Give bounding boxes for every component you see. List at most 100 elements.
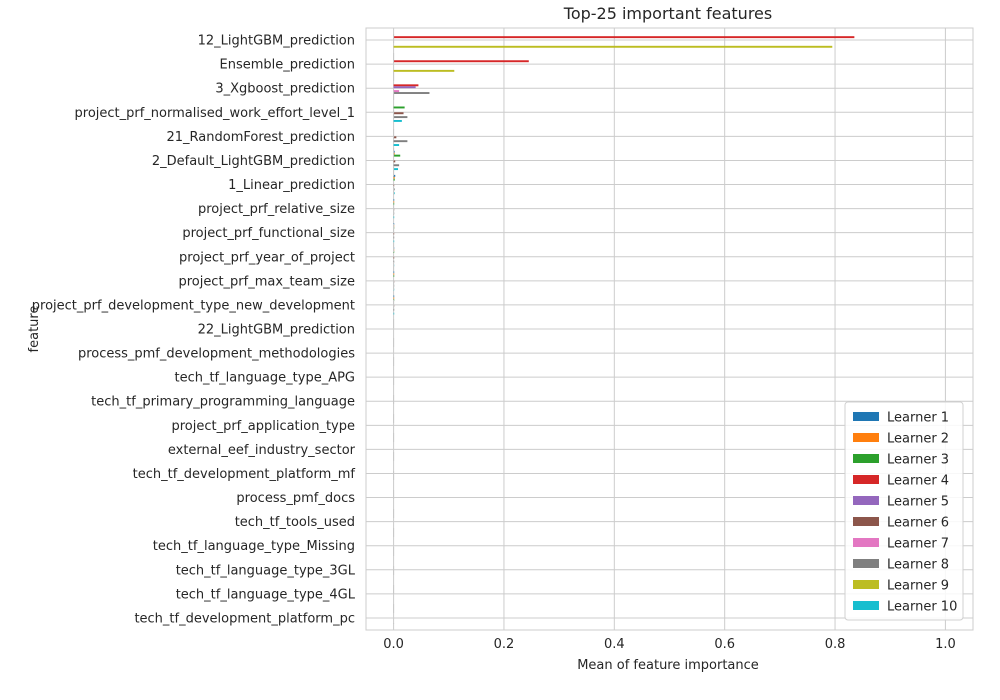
legend-swatch: [853, 496, 879, 505]
y-tick-label: tech_tf_language_type_4GL: [176, 587, 356, 602]
y-tick-label: tech_tf_tools_used: [235, 515, 355, 530]
bar-6-6: [393, 160, 396, 163]
bar-1-4: [393, 36, 855, 39]
legend-swatch: [853, 559, 879, 568]
bar-6-1: [393, 150, 395, 153]
bar-6-2: [393, 152, 395, 155]
legend-swatch: [853, 433, 879, 442]
bar-12-1: [393, 295, 395, 298]
legend-swatch: [853, 601, 879, 610]
legend-swatch: [853, 475, 879, 484]
legend-label: Learner 8: [887, 558, 949, 573]
legend-swatch: [853, 580, 879, 589]
bar-2-4: [393, 60, 529, 63]
y-tick-label: 3_Xgboost_prediction: [215, 82, 355, 97]
plot-area: [365, 27, 974, 631]
legend: Learner 1 Learner 2 Learner 3 Learner 4 Lear…: [844, 401, 964, 621]
x-tick-labels: 0.0 0.2 0.4 0.6 0.8 1.0: [383, 637, 956, 652]
bar-11-3: [393, 275, 395, 277]
legend-label: Learner 5: [887, 495, 949, 510]
y-tick-label: 21_RandomForest_prediction: [167, 130, 355, 145]
y-tick-label: tech_tf_primary_programming_language: [91, 395, 355, 410]
bar-7-2: [393, 176, 395, 179]
bar-5-8: [393, 140, 408, 143]
bar-2-9: [393, 69, 455, 72]
y-tick-label: Ensemble_prediction: [220, 58, 355, 73]
bar-3-8: [393, 92, 430, 94]
bar-5-6: [393, 136, 397, 139]
bar-6-3: [393, 154, 401, 157]
bar-10-8: [393, 260, 395, 263]
y-tick-label: 1_Linear_prediction: [228, 178, 355, 193]
bar-8-10: [393, 216, 395, 219]
bar-4-3: [393, 106, 405, 109]
bar-11-2: [393, 273, 395, 276]
x-tick-label: 0.6: [714, 637, 735, 652]
bar-10-6: [393, 256, 395, 259]
x-axis-label: Mean of feature importance: [577, 658, 759, 673]
y-tick-label: tech_tf_language_type_Missing: [153, 539, 355, 554]
x-tick-label: 0.2: [494, 637, 515, 652]
y-tick-label: project_prf_functional_size: [182, 226, 355, 241]
legend-swatch: [853, 412, 879, 421]
bar-11-1: [393, 271, 395, 274]
bar-3-4: [393, 84, 419, 87]
bar-12-2: [393, 297, 395, 300]
bar-9-8: [393, 236, 395, 239]
bar-8-3: [393, 202, 395, 205]
y-tick-label: tech_tf_language_type_3GL: [176, 563, 356, 578]
bar-4-8: [393, 116, 408, 119]
y-tick-label: tech_tf_language_type_APG: [174, 371, 355, 386]
legend-swatch: [853, 538, 879, 547]
x-tick-label: 1.0: [935, 637, 956, 652]
bar-4-6: [393, 112, 404, 115]
bar-12-8: [393, 308, 395, 311]
y-tick-label: project_prf_application_type: [171, 419, 355, 434]
bar-3-7: [393, 90, 400, 93]
bar-6-8: [393, 164, 400, 167]
y-tick-label: external_eef_industry_sector: [168, 443, 356, 458]
legend-label: Learner 10: [887, 600, 957, 615]
x-tick-label: 0.0: [383, 637, 404, 652]
bar-9-10: [393, 240, 395, 243]
bars: [393, 36, 855, 315]
bar-1-9: [393, 45, 833, 48]
bar-8-1: [393, 198, 395, 201]
bar-7-6: [393, 184, 395, 187]
x-tick-label: 0.4: [604, 637, 625, 652]
y-axis-label: feature: [27, 306, 42, 353]
y-tick-label: project_prf_normalised_work_effort_level…: [75, 106, 355, 121]
y-tick-label: 2_Default_LightGBM_prediction: [152, 154, 355, 169]
chart-title: Top-25 important features: [563, 4, 772, 23]
bar-7-10: [393, 192, 395, 195]
legend-label: Learner 4: [887, 474, 949, 489]
y-tick-label: process_pmf_docs: [236, 491, 355, 506]
bar-6-10: [393, 168, 399, 171]
x-tick-label: 0.8: [825, 637, 846, 652]
bar-8-2: [393, 200, 395, 203]
y-tick-label: project_prf_development_type_new_develop…: [32, 298, 355, 313]
bar-7-1: [393, 174, 396, 177]
y-tick-label: project_prf_max_team_size: [178, 274, 355, 289]
legend-label: Learner 9: [887, 579, 949, 594]
y-tick-label: 22_LightGBM_prediction: [198, 323, 355, 338]
y-tick-label: tech_tf_development_platform_pc: [134, 611, 355, 626]
y-tick-label: 12_LightGBM_prediction: [198, 34, 355, 49]
bar-9-6: [393, 232, 395, 235]
y-tick-label: project_prf_relative_size: [198, 202, 355, 217]
legend-swatch: [853, 517, 879, 526]
legend-label: Learner 6: [887, 516, 949, 531]
bar-7-3: [393, 178, 395, 181]
legend-swatch: [853, 454, 879, 463]
y-tick-labels: 12_LightGBM_prediction Ensemble_predictio…: [32, 34, 356, 627]
bar-4-10: [393, 119, 402, 122]
bar-12-10: [393, 312, 395, 315]
y-tick-label: tech_tf_development_platform_mf: [133, 467, 356, 482]
y-tick-label: process_pmf_development_methodologies: [78, 347, 355, 362]
y-tick-label: project_prf_year_of_project: [179, 250, 355, 265]
bar-7-8: [393, 188, 395, 191]
bar-3-5: [393, 86, 416, 89]
legend-label: Learner 7: [887, 537, 949, 552]
